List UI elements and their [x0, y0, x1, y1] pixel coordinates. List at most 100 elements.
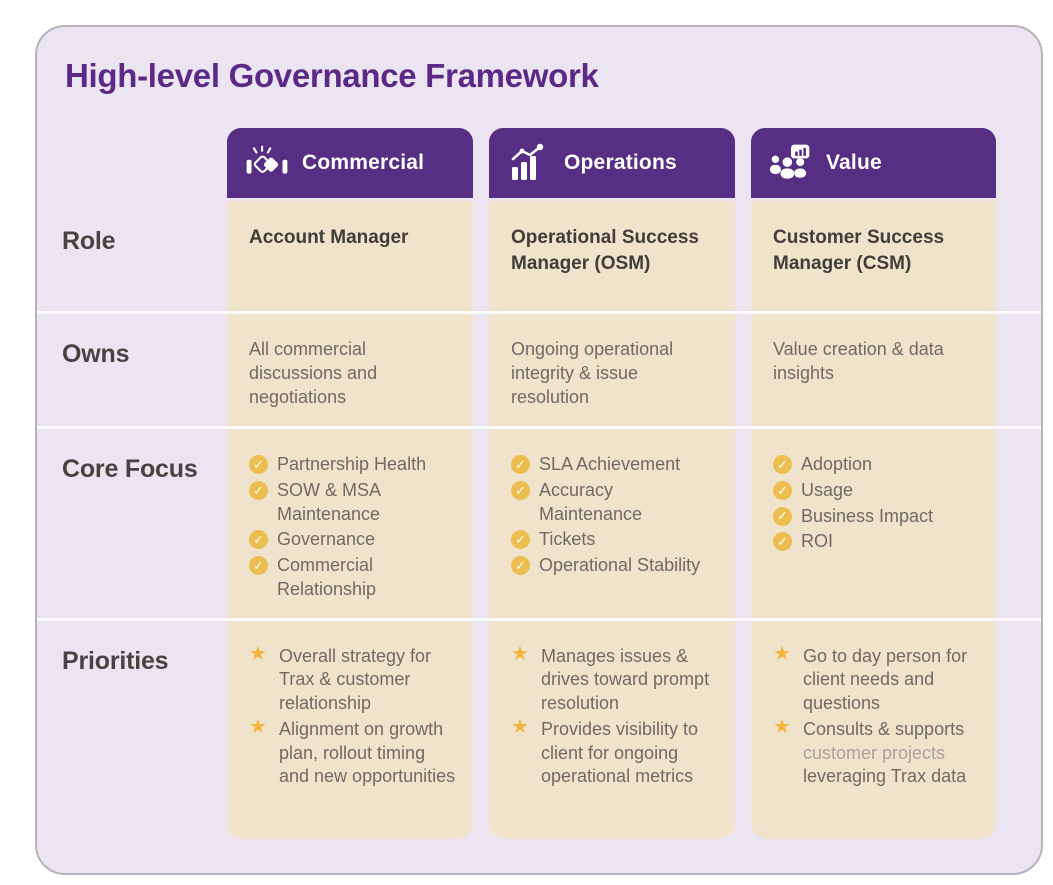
list-item-text: Provides visibility to client for ongoin… [541, 718, 699, 787]
cell-text: Ongoing operational integrity & issue re… [511, 339, 674, 407]
check-circle-icon: ✓ [249, 480, 268, 500]
star-list: ★ Manages issues & drives toward prompt r… [511, 642, 719, 790]
list-item-text: Governance [277, 529, 376, 550]
row-label: Priorities [62, 646, 169, 675]
list-item: ✓ Commercial Relationship [249, 554, 457, 602]
text-segment: leveraging Trax data [803, 766, 967, 787]
table-cell: Value creation & data insights [751, 314, 996, 426]
table-row-owns: Owns All commercial discussions and negot… [37, 311, 1041, 426]
list-item-text: Alignment on growth plan, rollout timing… [279, 718, 456, 787]
text-segment: Consults & supports [803, 718, 965, 739]
table-header-row: Commercial Operations Value [37, 128, 1041, 198]
check-circle-icon: ✓ [773, 532, 792, 552]
list-item-text: Business Impact [801, 505, 934, 526]
list-item: ✓ SLA Achievement [511, 453, 719, 477]
cell-text: Operational Success Manager (OSM) [511, 227, 699, 274]
list-item-text: Overall strategy for Trax & customer rel… [279, 645, 432, 714]
list-item-text: SOW & MSA Maintenance [277, 479, 381, 524]
table-cell: ★ Manages issues & drives toward prompt r… [489, 620, 735, 839]
table-cell: ★ Go to day person for client needs and q… [751, 620, 996, 839]
star-icon: ★ [773, 642, 791, 665]
check-circle-icon: ✓ [249, 556, 268, 575]
list-item-text: Manages issues & drives toward prompt re… [541, 645, 710, 714]
check-circle-icon: ✓ [249, 530, 268, 550]
star-list: ★ Go to day person for client needs and q… [773, 642, 980, 790]
list-item: ✓ Accuracy Maintenance [511, 479, 719, 527]
table-cell: ✓ SLA Achievement ✓ Accuracy Maintenance ✓ Ti… [489, 429, 735, 618]
list-item: ★ Consults & supports customer projects l… [773, 715, 980, 789]
check-circle-icon: ✓ [511, 480, 530, 500]
list-item-text: ROI [801, 531, 834, 552]
table-cell: Ongoing operational integrity & issue re… [489, 314, 735, 426]
cell-text: Value creation & data insights [773, 339, 944, 383]
check-circle-icon: ✓ [773, 506, 792, 526]
column-header-label: Commercial [302, 151, 425, 174]
check-circle-icon: ✓ [773, 455, 792, 474]
list-item: ✓ Adoption [773, 453, 980, 477]
governance-table: Commercial Operations Value Role Account Man… [37, 128, 1041, 839]
list-item: ✓ ROI [773, 530, 980, 554]
table-cell: Customer Success Manager (CSM) [751, 201, 996, 311]
framework-card: High-level Governance Framework Commerci… [35, 25, 1043, 875]
list-item-text: SLA Achievement [539, 454, 681, 474]
star-icon: ★ [511, 715, 529, 738]
list-item-text: Accuracy Maintenance [539, 479, 643, 524]
star-icon: ★ [249, 642, 267, 665]
star-list: ★ Overall strategy for Trax & customer re… [249, 642, 457, 790]
list-item-text: Tickets [539, 529, 596, 550]
star-icon: ★ [249, 715, 267, 738]
list-item-text: Partnership Health [277, 454, 427, 474]
table-cell: ✓ Partnership Health ✓ SOW & MSA Maintenanc… [227, 429, 473, 618]
list-item: ★ Manages issues & drives toward prompt r… [511, 642, 719, 716]
row-label: Core Focus [62, 455, 198, 483]
table-row-priorities: Priorities ★ Overall strategy for Trax & c… [37, 617, 1041, 839]
table-cell: Account Manager [227, 201, 473, 311]
cell-text: All commercial discussions and negotiati… [249, 339, 378, 407]
row-label: Owns [62, 340, 130, 368]
list-item-text: Adoption [801, 454, 873, 474]
check-circle-icon: ✓ [511, 556, 530, 575]
list-item-text: Commercial Relationship [277, 555, 377, 599]
check-circle-icon: ✓ [511, 530, 530, 550]
list-item-text: Usage [801, 479, 854, 500]
list-item: ✓ Usage [773, 479, 980, 503]
list-item: ★ Provides visibility to client for ongoi… [511, 715, 719, 789]
table-row-role: Role Account Manager Operational Success M… [37, 201, 1041, 311]
list-item: ★ Overall strategy for Trax & customer re… [249, 642, 457, 716]
list-item-text: Consults & supports customer projects le… [803, 718, 980, 789]
table-cell: ★ Overall strategy for Trax & customer re… [227, 620, 473, 839]
highlighted-phrase: customer projects [803, 742, 946, 763]
column-header-operations: Operations [489, 128, 735, 198]
list-item: ✓ Operational Stability [511, 554, 719, 578]
list-item: ★ Alignment on growth plan, rollout timin… [249, 715, 457, 789]
team-analytics-icon [769, 143, 813, 183]
check-circle-icon: ✓ [773, 480, 792, 500]
table-cell: ✓ Adoption ✓ Usage ✓ Business Impact ✓ ROI [751, 429, 996, 618]
growth-chart-icon [507, 143, 551, 183]
list-item: ✓ Partnership Health [249, 453, 457, 477]
column-header-commercial: Commercial [227, 128, 473, 198]
check-list: ✓ Partnership Health ✓ SOW & MSA Maintenanc… [249, 453, 457, 602]
list-item: ✓ Governance [249, 528, 457, 552]
table-cell: All commercial discussions and negotiati… [227, 314, 473, 426]
list-item: ✓ SOW & MSA Maintenance [249, 479, 457, 527]
list-item: ✓ Tickets [511, 528, 719, 552]
list-item-text: Operational Stability [539, 555, 701, 575]
star-icon: ★ [511, 642, 529, 665]
handshake-icon [245, 143, 289, 183]
star-icon: ★ [773, 715, 791, 738]
page-title: High-level Governance Framework [65, 57, 599, 94]
column-header-label: Value [826, 151, 882, 174]
column-header-value: Value [751, 128, 996, 198]
list-item: ✓ Business Impact [773, 505, 980, 529]
table-row-core-focus: Core Focus ✓ Partnership Health ✓ SOW & MSA … [37, 426, 1041, 618]
check-circle-icon: ✓ [249, 455, 268, 474]
cell-text: Account Manager [249, 227, 409, 248]
list-item-text: Go to day person for client needs and qu… [803, 645, 968, 714]
check-list: ✓ Adoption ✓ Usage ✓ Business Impact ✓ ROI [773, 453, 980, 554]
check-list: ✓ SLA Achievement ✓ Accuracy Maintenance ✓ Ti… [511, 453, 719, 578]
cell-text: Customer Success Manager (CSM) [773, 227, 945, 274]
row-label: Role [62, 227, 116, 255]
header-spacer [37, 128, 211, 198]
table-cell: Operational Success Manager (OSM) [489, 201, 735, 311]
